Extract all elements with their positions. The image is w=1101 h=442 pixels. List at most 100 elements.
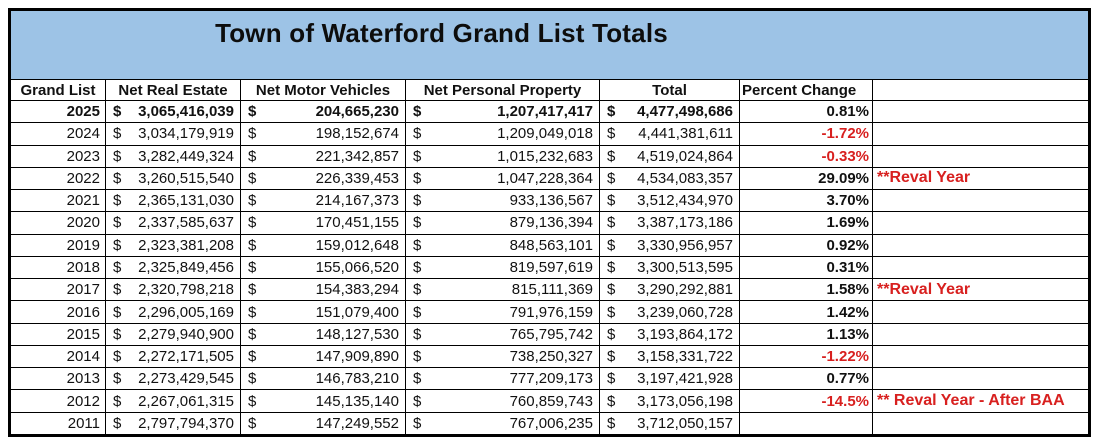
total-cell: $ 3,712,050,157 — [599, 412, 739, 434]
net-motor-vehicles-cell: $ 145,135,140 — [240, 390, 405, 412]
table-row: 2017 $ 2,320,798,218 $ 154,383,294 $ 815… — [11, 278, 1088, 301]
dollar-sign: $ — [248, 370, 257, 388]
net-personal-property-cell: $ 848,563,101 — [405, 234, 599, 256]
net-real-estate-cell: $ 3,065,416,039 — [105, 101, 240, 123]
net-real-estate-cell: $ 2,272,171,505 — [105, 345, 240, 368]
net-real-estate-value: 2,325,849,456 — [138, 258, 234, 276]
percent-change-cell: 0.31% — [739, 256, 872, 279]
total-value: 3,712,050,157 — [637, 414, 733, 432]
dollar-sign: $ — [113, 214, 122, 232]
net-motor-vehicles-cell: $ 146,783,210 — [240, 368, 405, 390]
net-motor-vehicles-value: 147,249,552 — [315, 414, 399, 432]
total-value: 4,519,024,864 — [637, 147, 733, 165]
grand-list-year-cell: 2015 — [66, 325, 100, 343]
net-motor-vehicles-value: 145,135,140 — [315, 392, 399, 410]
dollar-sign: $ — [113, 258, 122, 276]
table-row: 2018 $ 2,325,849,456 $ 155,066,520 $ 819… — [11, 255, 1088, 279]
dollar-sign: $ — [248, 192, 257, 210]
reval-note-cell — [872, 323, 1088, 345]
total-value: 3,387,173,186 — [637, 214, 733, 232]
grand-list-year-cell: 2017 — [66, 281, 100, 299]
dollar-sign: $ — [607, 103, 616, 121]
percent-change-cell: 1.42% — [739, 301, 872, 323]
total-value: 3,239,060,728 — [637, 303, 733, 321]
dollar-sign: $ — [607, 392, 616, 410]
total-value: 3,193,864,172 — [637, 325, 733, 343]
net-motor-vehicles-cell: $ 214,167,373 — [240, 190, 405, 212]
net-real-estate-value: 3,034,179,919 — [138, 125, 234, 143]
percent-change-cell: 29.09% — [739, 167, 872, 190]
dollar-sign: $ — [607, 169, 616, 187]
table-row: 2015 $ 2,279,940,900 $ 148,127,530 $ 765… — [11, 322, 1088, 345]
grand-list-year-cell: 2014 — [66, 348, 100, 366]
dollar-sign: $ — [413, 103, 422, 121]
net-real-estate-cell: $ 2,365,131,030 — [105, 190, 240, 212]
dollar-sign: $ — [413, 303, 422, 321]
table-row: 2021 $ 2,365,131,030 $ 214,167,373 $ 933… — [11, 189, 1088, 212]
net-motor-vehicles-cell: $ 170,451,155 — [240, 212, 405, 234]
percent-change-cell: -0.33% — [739, 145, 872, 167]
dollar-sign: $ — [413, 392, 422, 410]
net-real-estate-cell: $ 2,337,585,637 — [105, 212, 240, 234]
column-header-net-personal-property: Net Personal Property — [405, 80, 599, 100]
dollar-sign: $ — [248, 392, 257, 410]
total-cell: $ 3,387,173,186 — [599, 212, 739, 234]
dollar-sign: $ — [607, 192, 616, 210]
dollar-sign: $ — [607, 325, 616, 343]
net-real-estate-cell: $ 2,273,429,545 — [105, 368, 240, 390]
dollar-sign: $ — [607, 281, 616, 299]
dollar-sign: $ — [607, 348, 616, 366]
reval-note-cell — [872, 368, 1088, 390]
dollar-sign: $ — [248, 125, 257, 143]
total-value: 3,173,056,198 — [637, 392, 733, 410]
dollar-sign: $ — [248, 325, 257, 343]
net-personal-property-cell: $ 819,597,619 — [405, 256, 599, 279]
net-personal-property-cell: $ 791,976,159 — [405, 301, 599, 323]
dollar-sign: $ — [113, 192, 122, 210]
net-motor-vehicles-cell: $ 151,079,400 — [240, 301, 405, 323]
total-value: 3,197,421,928 — [637, 370, 733, 388]
grand-list-year-cell: 2020 — [66, 214, 100, 232]
net-personal-property-value: 879,136,394 — [509, 214, 593, 232]
net-motor-vehicles-value: 151,079,400 — [315, 303, 399, 321]
net-motor-vehicles-value: 221,342,857 — [315, 147, 399, 165]
reval-note-cell — [872, 212, 1088, 234]
total-cell: $ 3,330,956,957 — [599, 234, 739, 256]
reval-note-cell — [872, 234, 1088, 256]
net-personal-property-cell: $ 879,136,394 — [405, 212, 599, 234]
net-real-estate-cell: $ 2,797,794,370 — [105, 412, 240, 434]
total-cell: $ 4,441,381,611 — [599, 123, 739, 145]
percent-change-cell: 1.58% — [739, 279, 872, 301]
net-motor-vehicles-cell: $ 147,909,890 — [240, 345, 405, 368]
net-real-estate-value: 2,267,061,315 — [138, 392, 234, 410]
net-personal-property-cell: $ 1,207,417,417 — [405, 101, 599, 123]
net-motor-vehicles-value: 226,339,453 — [315, 169, 399, 187]
net-personal-property-value: 848,563,101 — [509, 236, 593, 254]
net-motor-vehicles-value: 204,665,230 — [315, 103, 399, 121]
dollar-sign: $ — [413, 147, 422, 165]
dollar-sign: $ — [607, 236, 616, 254]
total-cell: $ 3,512,434,970 — [599, 190, 739, 212]
dollar-sign: $ — [413, 125, 422, 143]
net-motor-vehicles-value: 155,066,520 — [315, 258, 399, 276]
net-real-estate-cell: $ 2,320,798,218 — [105, 279, 240, 301]
grand-list-year-cell: 2018 — [66, 258, 100, 276]
net-personal-property-cell: $ 738,250,327 — [405, 345, 599, 368]
net-motor-vehicles-value: 147,909,890 — [315, 348, 399, 366]
dollar-sign: $ — [413, 325, 422, 343]
column-header-percent-change: Percent Change — [739, 80, 872, 100]
table-row: 2022 $ 3,260,515,540 $ 226,339,453 $ 1,0… — [11, 166, 1088, 190]
table-row: 2016 $ 2,296,005,169 $ 151,079,400 $ 791… — [11, 300, 1088, 323]
dollar-sign: $ — [607, 147, 616, 165]
net-real-estate-value: 2,296,005,169 — [138, 303, 234, 321]
dollar-sign: $ — [248, 414, 257, 432]
net-motor-vehicles-cell: $ 204,665,230 — [240, 101, 405, 123]
dollar-sign: $ — [113, 169, 122, 187]
table-row: 2013 $ 2,273,429,545 $ 146,783,210 $ 777… — [11, 367, 1088, 390]
grand-list-year-cell: 2013 — [66, 370, 100, 388]
total-cell: $ 3,239,060,728 — [599, 301, 739, 323]
net-motor-vehicles-value: 146,783,210 — [315, 370, 399, 388]
dollar-sign: $ — [607, 370, 616, 388]
net-motor-vehicles-cell: $ 148,127,530 — [240, 323, 405, 345]
total-cell: $ 3,158,331,722 — [599, 345, 739, 368]
